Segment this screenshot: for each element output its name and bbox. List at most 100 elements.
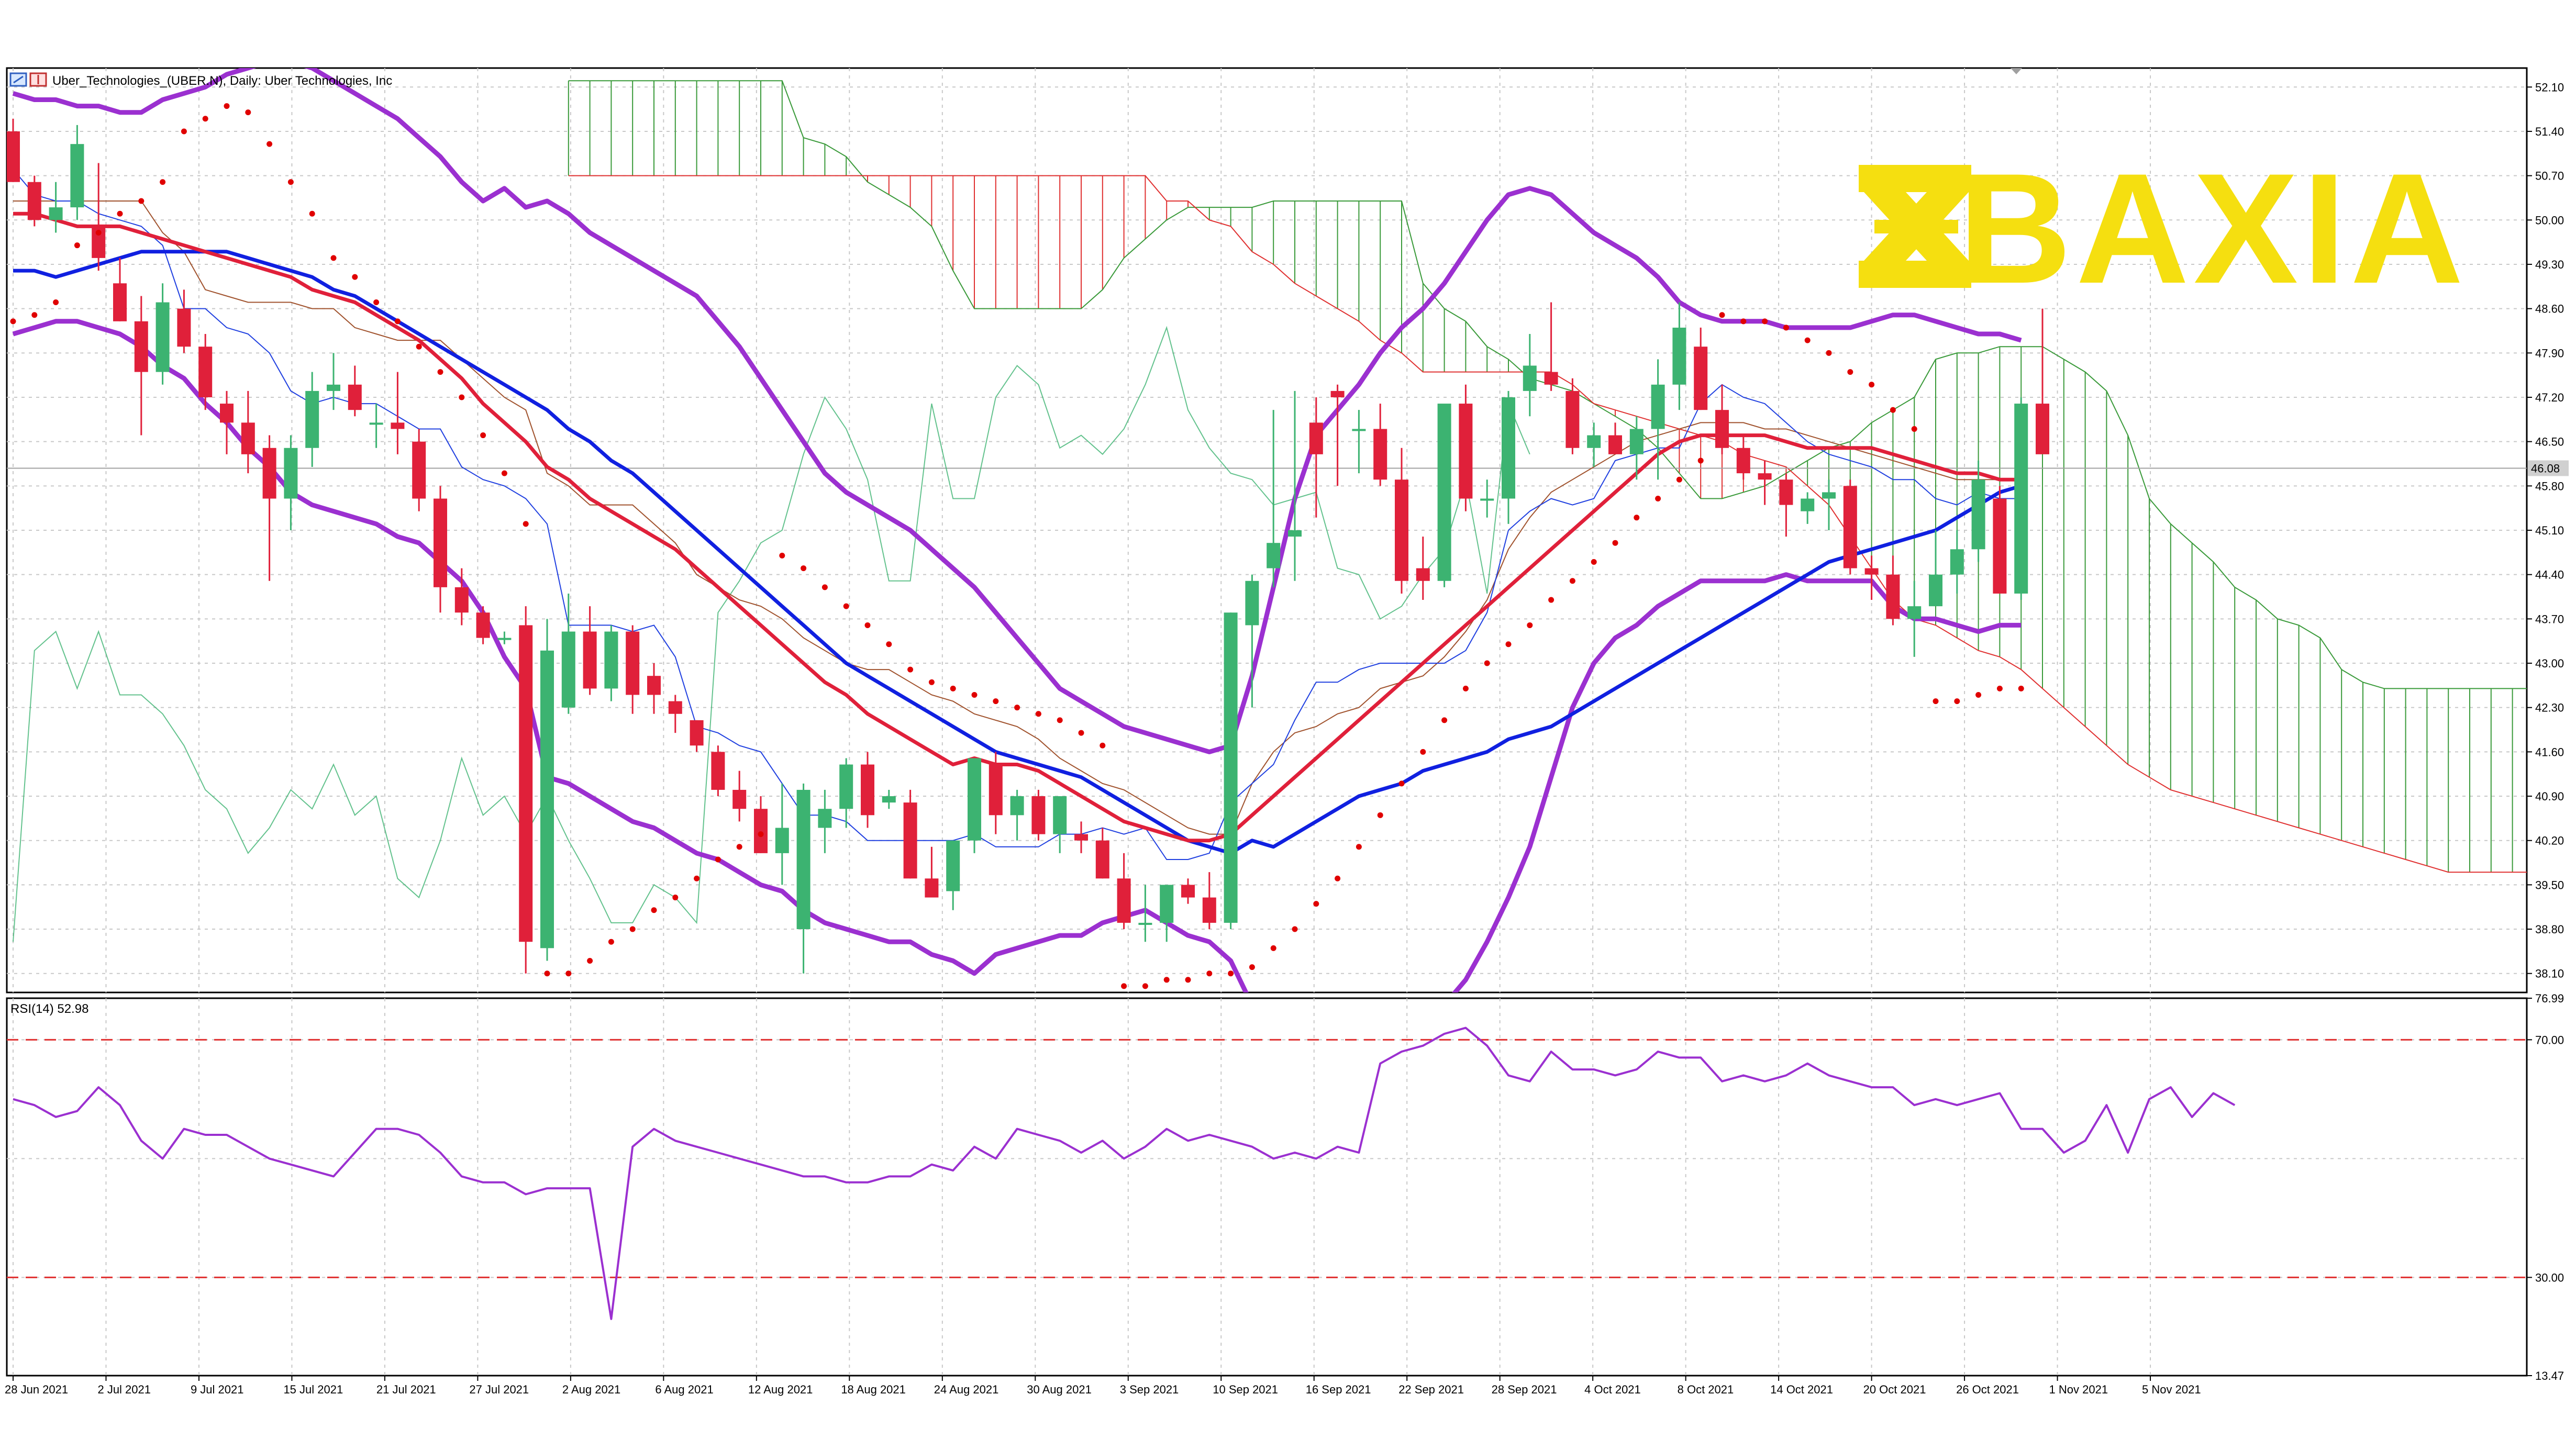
sar-dot — [1697, 457, 1704, 464]
candle-body — [134, 321, 148, 372]
symbol-icon — [9, 72, 27, 87]
time-tick-label: 6 Aug 2021 — [655, 1383, 713, 1396]
candle — [1629, 416, 1644, 480]
rsi-tick-label: 30.00 — [2535, 1271, 2564, 1284]
sar-dot — [1398, 780, 1405, 787]
kijun-sen — [13, 200, 2022, 835]
candle-body — [583, 631, 597, 689]
candle-body — [284, 448, 298, 499]
rsi-label: RSI(14) 52.98 — [10, 1002, 88, 1016]
watermark: BAXIA — [1859, 140, 2463, 316]
sar-dot — [245, 109, 251, 116]
candle — [711, 745, 725, 797]
candle — [1095, 828, 1109, 879]
sar-dot — [224, 103, 230, 109]
sar-dot — [53, 299, 59, 306]
candle — [540, 619, 554, 961]
candle-body — [369, 422, 383, 425]
sar-dot — [821, 584, 828, 590]
sar-dot — [437, 369, 443, 375]
candle — [1267, 410, 1281, 587]
candle — [519, 606, 533, 974]
candle-body — [626, 631, 640, 695]
time-tick-label: 27 Jul 2021 — [469, 1383, 529, 1396]
candle-body — [348, 384, 362, 410]
scroll-marker-icon[interactable] — [2011, 68, 2022, 74]
sar-dot — [971, 691, 978, 698]
candle — [1736, 435, 1750, 480]
candle-body — [1330, 390, 1345, 397]
sar-dot — [501, 470, 507, 476]
candle — [1202, 872, 1216, 930]
sar-dot — [1356, 844, 1362, 850]
candle — [925, 846, 939, 898]
candle — [1010, 789, 1024, 841]
candle — [156, 283, 170, 385]
candle — [1309, 397, 1323, 518]
time-tick-label: 2 Jul 2021 — [97, 1383, 151, 1396]
sar-dot — [928, 679, 935, 685]
candle-body — [1864, 568, 1879, 575]
candle-body — [882, 796, 896, 803]
candle-body — [903, 802, 917, 879]
sar-dot — [1804, 337, 1811, 343]
sar-dot — [1078, 730, 1084, 736]
candle — [1330, 384, 1345, 486]
candle-body — [1010, 796, 1024, 816]
sar-dot — [1335, 875, 1341, 881]
rsi-line-group — [7, 1026, 2527, 1320]
candle — [1929, 530, 1942, 607]
sar-dot — [1612, 540, 1618, 546]
sar-dot — [629, 926, 636, 932]
candle-body — [1907, 606, 1922, 619]
candle — [1544, 302, 1558, 391]
candles — [7, 118, 2049, 974]
sar-dot — [1527, 622, 1533, 628]
time-tick-label: 10 Sep 2021 — [1213, 1383, 1278, 1396]
sar-dot — [202, 116, 208, 122]
price-tick-label: 41.60 — [2535, 745, 2564, 758]
price-tag-label: 46.08 — [2531, 462, 2560, 475]
candle — [583, 606, 597, 695]
candle-body — [989, 764, 1003, 816]
sar-dot — [1676, 476, 1682, 483]
candle-body — [1587, 435, 1601, 448]
candle — [284, 435, 298, 530]
candle-body — [434, 498, 447, 587]
candle-body — [1715, 410, 1729, 448]
candle — [1053, 796, 1067, 853]
logo-bar — [1859, 261, 1971, 288]
candle-body — [1801, 498, 1815, 511]
sar-dot — [608, 939, 614, 945]
candle — [1352, 410, 1366, 474]
price-tick-label: 51.40 — [2535, 125, 2564, 138]
time-tick-label: 21 Jul 2021 — [376, 1383, 436, 1396]
candle — [177, 289, 191, 353]
baxia-logo-icon — [1859, 165, 1971, 288]
current-price-tag: 46.08 — [2528, 460, 2569, 476]
tenkan-sen — [13, 169, 2022, 860]
candle — [497, 631, 512, 644]
sar-dot — [1035, 711, 1041, 717]
bollinger-upper — [12, 68, 2022, 754]
candle-body — [2036, 404, 2049, 454]
sar-dot — [181, 128, 187, 135]
candle — [1523, 334, 1537, 417]
candle — [561, 593, 575, 714]
sar-dot — [1655, 496, 1661, 502]
candle — [434, 486, 447, 613]
time-tick-label: 5 Nov 2021 — [2142, 1383, 2201, 1396]
sar-dot — [2018, 685, 2024, 691]
candle-body — [540, 650, 554, 948]
sar-dot — [801, 565, 807, 572]
candle-body — [476, 612, 490, 638]
candle-body — [946, 840, 960, 891]
sar-dot — [1890, 407, 1896, 413]
candle-body — [1117, 878, 1131, 923]
candle-body — [1224, 612, 1238, 923]
candle-body — [1736, 448, 1750, 474]
price-tick-label: 46.50 — [2535, 436, 2564, 449]
candle-body — [27, 182, 41, 220]
candle-body — [1031, 796, 1046, 834]
sar-dot — [117, 210, 123, 217]
